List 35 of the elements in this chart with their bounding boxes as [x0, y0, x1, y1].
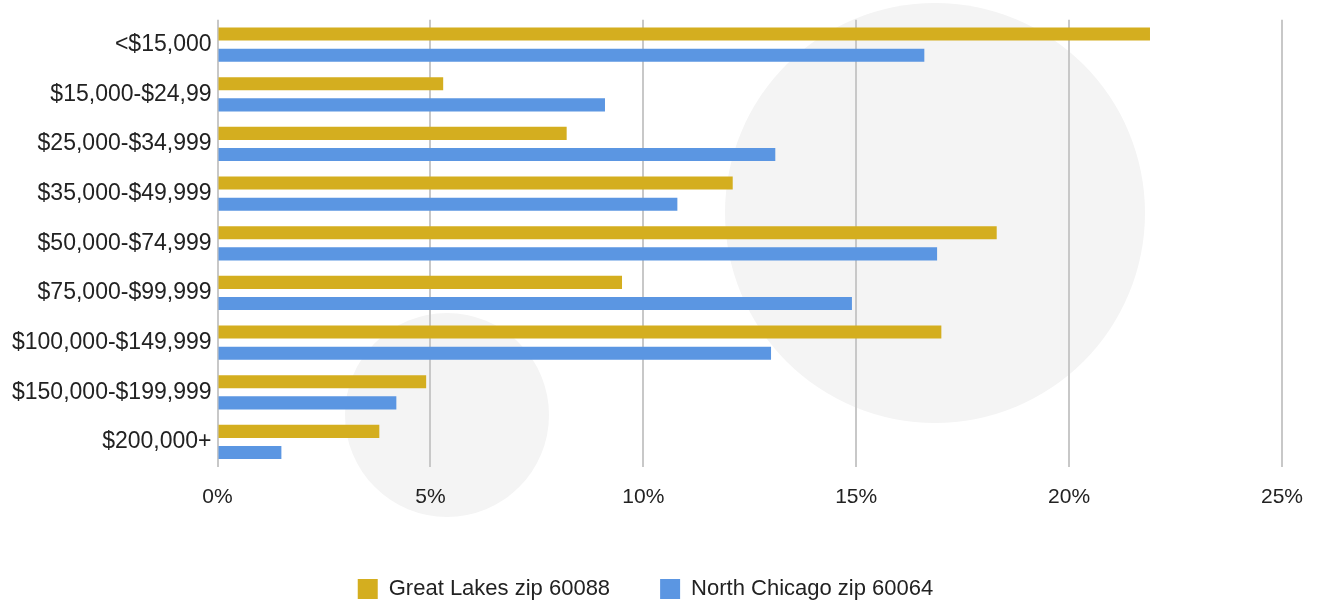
y-tick-label: $25,000-$34,999	[37, 129, 212, 156]
bar	[218, 176, 733, 190]
bar	[218, 77, 444, 91]
bar	[218, 48, 925, 62]
bar	[218, 126, 567, 140]
bar	[218, 325, 942, 339]
bar	[218, 27, 1150, 41]
bar	[218, 424, 380, 438]
y-tick-label: $15,000-$24,99	[50, 79, 212, 106]
bar	[218, 147, 776, 162]
y-tick-label: $75,000-$99,999	[37, 278, 212, 305]
legend-label: Great Lakes zip 60088	[388, 575, 611, 601]
x-tick-label: 15%	[835, 484, 878, 508]
bar	[218, 247, 938, 261]
bar	[218, 98, 605, 112]
x-tick-label: 0%	[202, 484, 233, 508]
bar	[218, 346, 772, 360]
y-tick-label: $50,000-$74,999	[37, 228, 212, 255]
bar	[218, 197, 678, 211]
x-tick-label: 20%	[1048, 484, 1091, 508]
bar	[218, 375, 427, 389]
y-tick-label: <$15,000	[114, 29, 212, 56]
x-tick-label: 5%	[415, 484, 446, 508]
y-tick-label: $100,000-$149,999	[11, 327, 212, 354]
bar	[218, 445, 282, 460]
bar	[218, 296, 852, 311]
y-tick-label: $35,000-$49,999	[37, 178, 212, 205]
bar	[218, 226, 997, 240]
x-tick-label: 10%	[622, 484, 665, 508]
x-tick-label: 25%	[1260, 484, 1303, 508]
bar	[218, 396, 397, 410]
y-tick-label: $150,000-$199,999	[11, 377, 212, 404]
legend-label: North Chicago zip 60064	[691, 575, 934, 601]
bar	[218, 275, 623, 289]
y-tick-label: $200,000+	[102, 427, 212, 454]
